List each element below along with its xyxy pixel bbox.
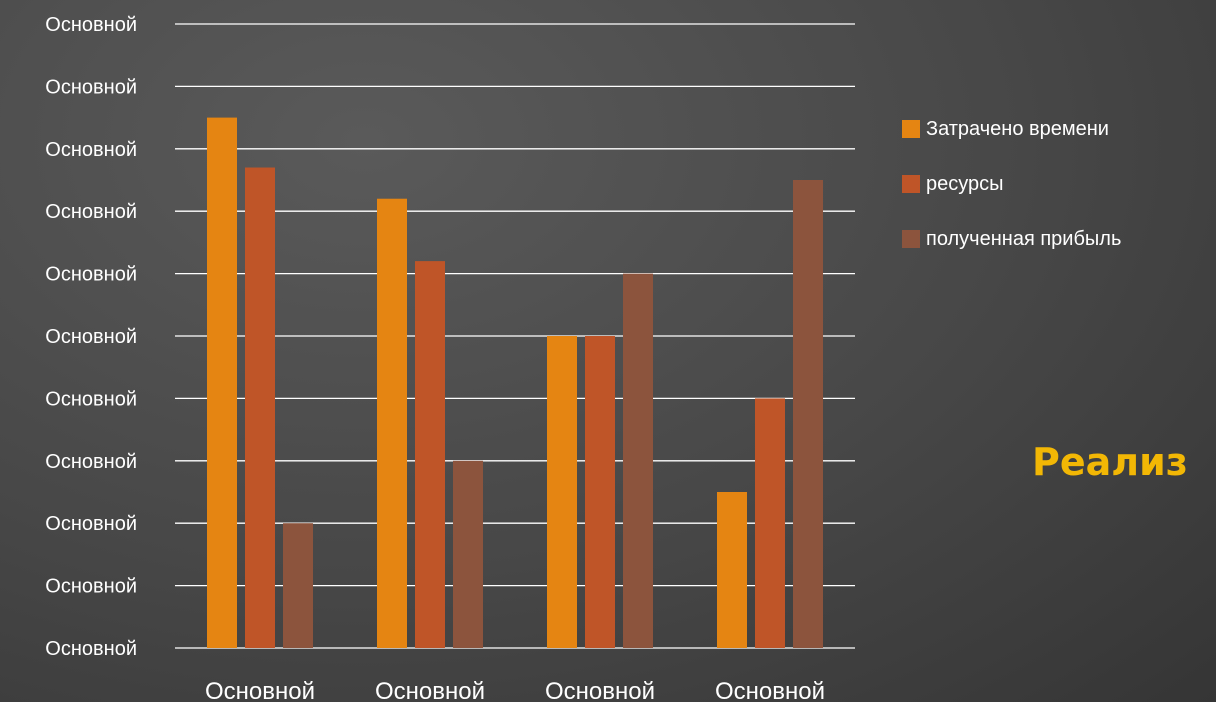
y-tick-label: Основной xyxy=(45,139,137,161)
bar xyxy=(547,336,577,648)
bar xyxy=(207,117,237,649)
bar xyxy=(245,167,275,648)
y-tick-label: Основной xyxy=(45,326,137,348)
y-tick-label: Основной xyxy=(45,14,137,36)
bar xyxy=(415,261,445,648)
bar xyxy=(283,523,313,648)
bar xyxy=(717,492,747,648)
x-tick-label: Основной xyxy=(715,678,825,702)
legend-item-time: Затрачено времени xyxy=(902,118,1121,140)
bar xyxy=(585,336,615,648)
y-tick-label: Основной xyxy=(45,201,137,223)
legend-label-profit: полученная прибыль xyxy=(926,227,1122,250)
bar xyxy=(623,273,653,648)
y-tick-label: Основной xyxy=(45,638,137,660)
bar xyxy=(377,198,407,648)
legend-swatch-profit xyxy=(902,230,920,248)
x-tick-label: Основной xyxy=(545,678,655,702)
legend-label-resources: ресурсы xyxy=(926,172,1004,195)
y-tick-label: Основной xyxy=(45,76,137,98)
slide-title: Реализ xyxy=(1032,440,1188,484)
legend-label-time: Затрачено времени xyxy=(926,117,1109,140)
x-tick-label: Основной xyxy=(375,678,485,702)
y-tick-label: Основной xyxy=(45,451,137,473)
legend-item-profit: полученная прибыль xyxy=(902,228,1121,250)
y-tick-label: Основной xyxy=(45,388,137,410)
chart-legend: Затрачено времени ресурсы полученная при… xyxy=(902,118,1121,250)
y-tick-label: Основной xyxy=(45,576,137,598)
legend-swatch-resources xyxy=(902,175,920,193)
y-tick-label: Основной xyxy=(45,264,137,286)
legend-item-resources: ресурсы xyxy=(902,173,1121,195)
bar xyxy=(793,180,823,648)
bar xyxy=(453,460,483,648)
bar xyxy=(755,398,785,648)
legend-swatch-time xyxy=(902,120,920,138)
y-tick-label: Основной xyxy=(45,513,137,535)
x-tick-label: Основной xyxy=(205,678,315,702)
